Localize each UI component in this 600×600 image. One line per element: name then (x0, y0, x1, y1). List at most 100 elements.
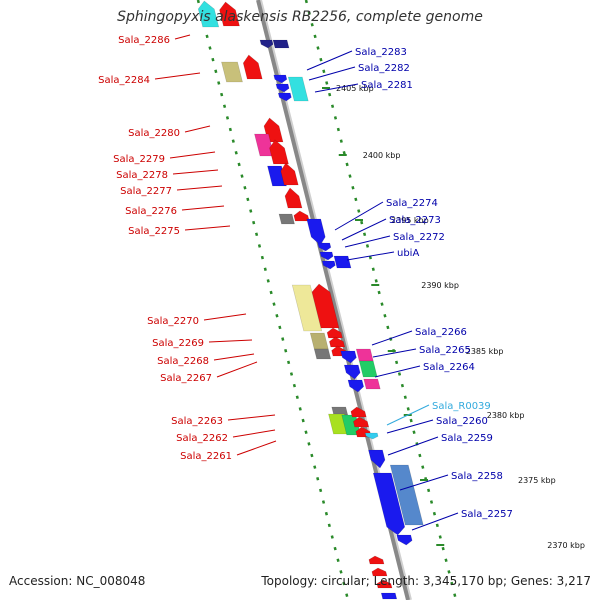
blue-gene-20 (319, 251, 334, 261)
red-gene-15 (284, 187, 303, 209)
left-gene-label-6: Sala_2276 (125, 206, 177, 217)
khaki-gene-4 (221, 61, 243, 83)
left-gene-label-8: Sala_2270 (147, 316, 199, 327)
tick-label-0: 2405 kbp (336, 84, 374, 93)
left-gene-label-14: Sala_2261 (180, 451, 232, 462)
right-gene-label-14: Sala_2257 (461, 509, 513, 520)
pale-yellow-gene-23 (291, 284, 323, 332)
left-leader-13 (232, 429, 276, 438)
left-gene-label-10: Sala_2268 (157, 356, 209, 367)
red-gene-24 (311, 283, 340, 329)
pink-gene-33 (355, 348, 374, 362)
right-leader-4 (341, 218, 387, 241)
pink-gene-35 (363, 378, 381, 390)
left-leader-1 (154, 72, 201, 80)
red-gene-14 (280, 162, 299, 186)
red-gene-49 (376, 579, 393, 589)
right-leader-10 (386, 404, 430, 426)
right-leader-8 (372, 348, 417, 358)
right-gene-label-5: Sala_2272 (393, 232, 445, 243)
left-gene-label-1: Sala_2284 (98, 75, 150, 86)
tick-label-6: 2375 kbp (518, 476, 556, 485)
left-gene-label-5: Sala_2277 (120, 186, 172, 197)
red-gene-12 (269, 139, 289, 165)
right-gene-label-7: Sala_2266 (415, 327, 467, 338)
right-leader-11 (386, 419, 434, 434)
red-gene-47 (368, 555, 385, 565)
left-leader-3 (169, 151, 216, 159)
right-gene-label-3: Sala_2274 (386, 198, 438, 209)
blue-gene-19 (317, 242, 332, 252)
cyan-gene-0 (197, 0, 220, 28)
left-leader-0 (174, 34, 191, 40)
left-leader-4 (172, 169, 219, 175)
right-gene-label-9: Sala_2264 (423, 362, 475, 373)
tick-label-1: 2400 kbp (363, 151, 401, 160)
right-leader-2 (314, 83, 359, 93)
blue-gene-18 (306, 218, 326, 246)
red-gene-1 (219, 1, 240, 27)
right-leader-7 (371, 330, 413, 346)
blue-gene-46 (396, 534, 413, 546)
genome-title: Sphingopyxis alaskensis RB2256, complete… (117, 9, 483, 25)
blue-gene-50 (380, 592, 398, 600)
left-gene-label-0: Sala_2286 (118, 35, 170, 46)
green-gene-34 (358, 360, 378, 378)
blue-gene-43 (368, 449, 386, 469)
left-leader-11 (216, 361, 258, 378)
right-gene-label-4: Sala_2273 (389, 215, 441, 226)
left-leader-8 (203, 313, 247, 321)
blue-gene-8 (277, 92, 292, 102)
cyan-gene-9 (287, 76, 309, 102)
left-gene-label-9: Sala_2269 (152, 338, 204, 349)
left-leader-7 (184, 225, 231, 231)
left-gene-label-4: Sala_2278 (116, 170, 168, 181)
blue-gene-6 (273, 74, 288, 84)
tick-label-3: 2390 kbp (421, 281, 459, 290)
olive-gene-25 (309, 332, 329, 350)
right-gene-label-11: Sala_2260 (436, 416, 488, 427)
topology-text: Topology: circular; Length: 3,345,170 bp… (261, 574, 591, 588)
right-gene-label-2: Sala_2281 (361, 80, 413, 91)
tick-label-2: 2395 kbp (391, 216, 429, 225)
blue-gene-32 (347, 379, 364, 393)
right-gene-label-12: Sala_2259 (441, 433, 493, 444)
right-leader-13 (399, 474, 449, 491)
left-leader-14 (236, 440, 277, 456)
right-leader-6 (346, 251, 395, 261)
blue-gene-44 (372, 472, 406, 536)
red-gene-48 (371, 567, 388, 577)
tick-label-4: 2385 kbp (466, 347, 504, 356)
left-gene-label-2: Sala_2280 (128, 128, 180, 139)
left-leader-9 (208, 339, 253, 343)
right-gene-label-8: Sala_2265 (419, 345, 471, 356)
left-leader-6 (181, 205, 225, 211)
right-gene-label-0: Sala_2283 (355, 47, 407, 58)
right-gene-label-1: Sala_2282 (358, 63, 410, 74)
right-leader-1 (308, 66, 356, 81)
right-leader-5 (344, 235, 391, 248)
steelblue-gene-45 (389, 464, 424, 526)
right-gene-label-6: ubiA (397, 248, 419, 259)
gray-gene-29 (313, 348, 332, 360)
blue-gene-7 (275, 83, 290, 93)
right-gene-label-13: Sala_2258 (451, 471, 503, 482)
blue-gene-30 (340, 350, 357, 364)
lightblue-gene-42 (364, 432, 379, 440)
red-gene-5 (242, 54, 263, 80)
right-leader-3 (334, 201, 384, 231)
blue-gene-21 (321, 260, 336, 270)
left-leader-12 (227, 414, 276, 421)
left-gene-label-7: Sala_2275 (128, 226, 180, 237)
right-leader-14 (411, 512, 459, 531)
left-leader-2 (184, 125, 211, 133)
blue-gene-31 (343, 364, 361, 380)
accession-text: Accession: NC_008048 (9, 574, 146, 588)
navy-gene-2 (259, 39, 274, 49)
left-gene-label-13: Sala_2262 (176, 433, 228, 444)
left-leader-5 (176, 185, 223, 191)
red-gene-17 (293, 210, 310, 222)
gray-gene-16 (278, 213, 295, 225)
tick-label-5: 2380 kbp (487, 411, 525, 420)
right-leader-0 (306, 50, 353, 71)
